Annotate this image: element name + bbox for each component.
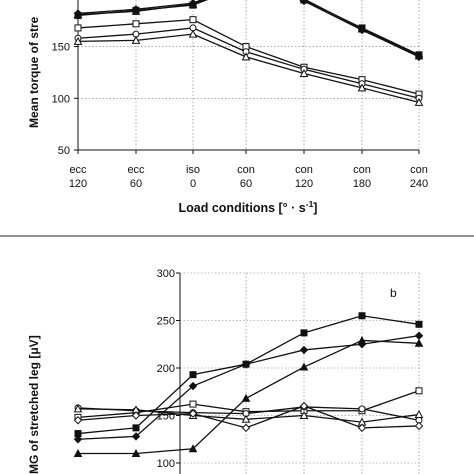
y-axis-title-a: Mean torque of stre: [27, 16, 41, 128]
data-point-b: [358, 405, 366, 413]
x-category-top-a: con: [410, 164, 428, 176]
data-point-a: [299, 0, 309, 3]
series-line-b-1: [77, 335, 420, 440]
x-category-top-a: iso: [186, 164, 200, 176]
data-point-a: [73, 9, 83, 18]
data-point-b: [241, 414, 251, 423]
data-point-b: [188, 381, 198, 391]
data-point-a: [241, 52, 251, 61]
data-point-b: [73, 448, 83, 457]
x-category-top-a: con: [295, 164, 313, 176]
data-point-b: [300, 329, 308, 337]
y-tick-label-b: 300: [157, 268, 175, 280]
x-category-top-a: con: [353, 164, 371, 176]
data-point-a: [131, 6, 141, 15]
y-tick-label-b: 200: [157, 363, 175, 375]
data-point-b: [241, 393, 251, 402]
data-point-b: [189, 371, 197, 379]
data-point-a: [188, 0, 198, 8]
data-point-b: [415, 320, 423, 328]
data-point-b: [414, 409, 424, 419]
x-category-bottom-a: 60: [240, 178, 252, 190]
x-category-bottom-a: 0: [190, 178, 196, 190]
x-category-bottom-a: 240: [410, 178, 428, 190]
data-point-b: [241, 359, 251, 369]
x-category-bottom-a: 120: [295, 178, 313, 190]
y-tick-label-a: 50: [58, 145, 70, 157]
x-axis-title-main: Load conditions [° · s: [179, 201, 306, 215]
data-point-b: [131, 411, 141, 420]
data-point-b: [299, 345, 309, 355]
data-point-b: [73, 435, 83, 444]
data-point-b: [73, 416, 83, 425]
series-line-a-1: [77, 27, 420, 99]
data-point-a: [357, 83, 367, 92]
x-category-bottom-a: 120: [69, 178, 87, 190]
x-category-top-a: con: [237, 164, 255, 176]
data-point-b: [299, 362, 309, 371]
data-point-b: [131, 432, 141, 441]
data-point-a: [74, 24, 82, 32]
x-axis-title-sup: -1: [306, 199, 314, 209]
data-point-b: [241, 423, 251, 433]
data-point-a: [73, 36, 83, 45]
data-point-a: [299, 68, 309, 77]
data-point-a: [357, 24, 367, 33]
panel-a: 50 100 150 ecc 120 ecc 60 iso 0 con 60 con 120 con 180…: [27, 0, 428, 215]
y-tick-label-a: 150: [52, 42, 70, 54]
x-category-bottom-a: 180: [353, 178, 371, 190]
data-point-b: [414, 338, 424, 347]
data-point-b: [357, 423, 367, 433]
data-point-a: [189, 16, 197, 24]
y-axis-title-b: MG of stretched leg [μV]: [27, 335, 41, 474]
y-tick-label-b: 250: [157, 316, 175, 328]
data-point-b: [299, 401, 309, 411]
data-point-b: [414, 331, 424, 340]
data-point-b: [73, 404, 83, 413]
data-point-b: [414, 421, 424, 431]
x-category-top-a: ecc: [69, 164, 87, 176]
data-point-b: [358, 312, 366, 320]
data-point-b: [189, 400, 197, 408]
data-point-b: [188, 444, 198, 453]
data-point-a: [132, 20, 140, 28]
data-point-b: [132, 424, 140, 432]
panel-label-b: b: [390, 286, 397, 300]
x-axis-title-a: Load conditions [° · s-1]: [179, 199, 318, 215]
y-tick-label-b: 100: [157, 458, 175, 470]
data-point-b: [357, 335, 367, 344]
data-point-a: [188, 29, 198, 38]
data-point-b: [299, 410, 309, 419]
data-point-b: [415, 387, 423, 395]
data-point-a: [414, 97, 424, 106]
data-point-b: [131, 448, 141, 457]
data-point-a: [131, 35, 141, 44]
data-point-a: [414, 51, 424, 60]
data-point-b: [188, 409, 198, 418]
x-axis-title-end: ]: [313, 201, 317, 215]
y-tick-label-a: 100: [52, 93, 70, 105]
x-category-bottom-a: 60: [130, 178, 142, 190]
x-category-top-a: ecc: [127, 164, 145, 176]
